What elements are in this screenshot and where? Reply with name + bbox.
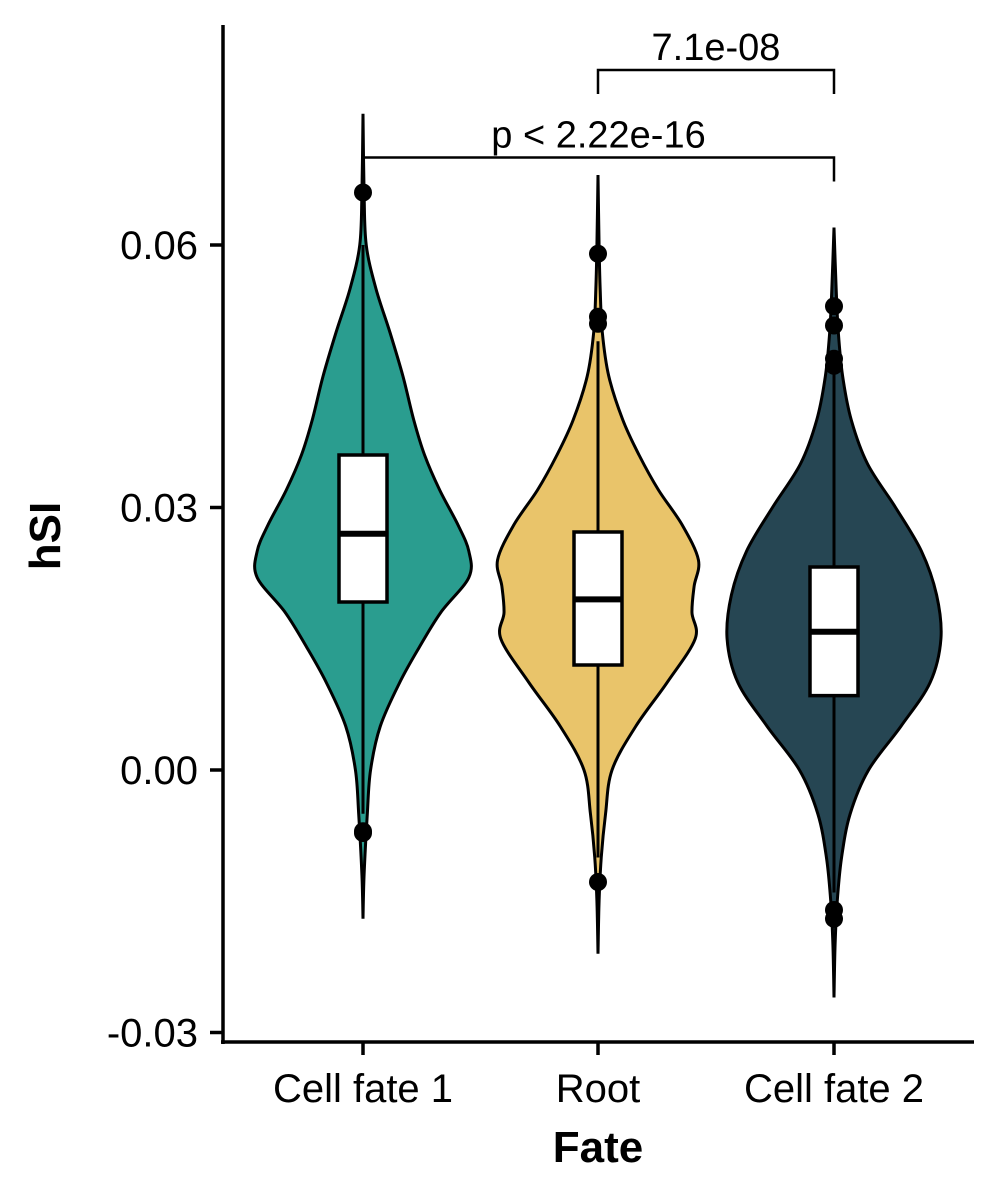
outlier-point-cell-fate-2 <box>825 356 843 375</box>
y-tick-label: 0.06 <box>120 224 198 268</box>
axes: Cell fate 1 Root Cell fate 2 -0.03 0.00 0.03 0… <box>107 25 974 1111</box>
outlier-point-root <box>589 314 607 333</box>
plot-area: p < 2.22e-16 7.1e-08 <box>253 27 943 998</box>
x-tick-label-root: Root <box>556 1067 641 1111</box>
outlier-point-cell-fate-2 <box>825 297 843 316</box>
outlier-point-root <box>589 244 607 263</box>
y-tick-label: 0.03 <box>120 487 198 531</box>
significance-label: 7.1e-08 <box>652 27 781 69</box>
y-tick-label: -0.03 <box>107 1012 198 1056</box>
significance-bracket <box>596 68 836 94</box>
outlier-point-cell-fate-2 <box>825 909 843 928</box>
box-cell-fate-1 <box>337 453 389 604</box>
significance-label: p < 2.22e-16 <box>491 115 705 157</box>
x-axis-title: Fate <box>553 1123 643 1172</box>
y-tick-label: 0.00 <box>120 749 198 793</box>
significance-bracket <box>361 156 836 182</box>
y-axis-title: hSI <box>21 502 70 570</box>
outlier-point-cell-fate-1 <box>354 824 372 842</box>
x-tick-label-cell-fate-1: Cell fate 1 <box>273 1067 453 1111</box>
outlier-point-cell-fate-1 <box>354 183 372 202</box>
outlier-point-root <box>589 873 607 891</box>
outlier-point-cell-fate-2 <box>825 316 843 335</box>
x-tick-label-cell-fate-2: Cell fate 2 <box>744 1067 924 1111</box>
